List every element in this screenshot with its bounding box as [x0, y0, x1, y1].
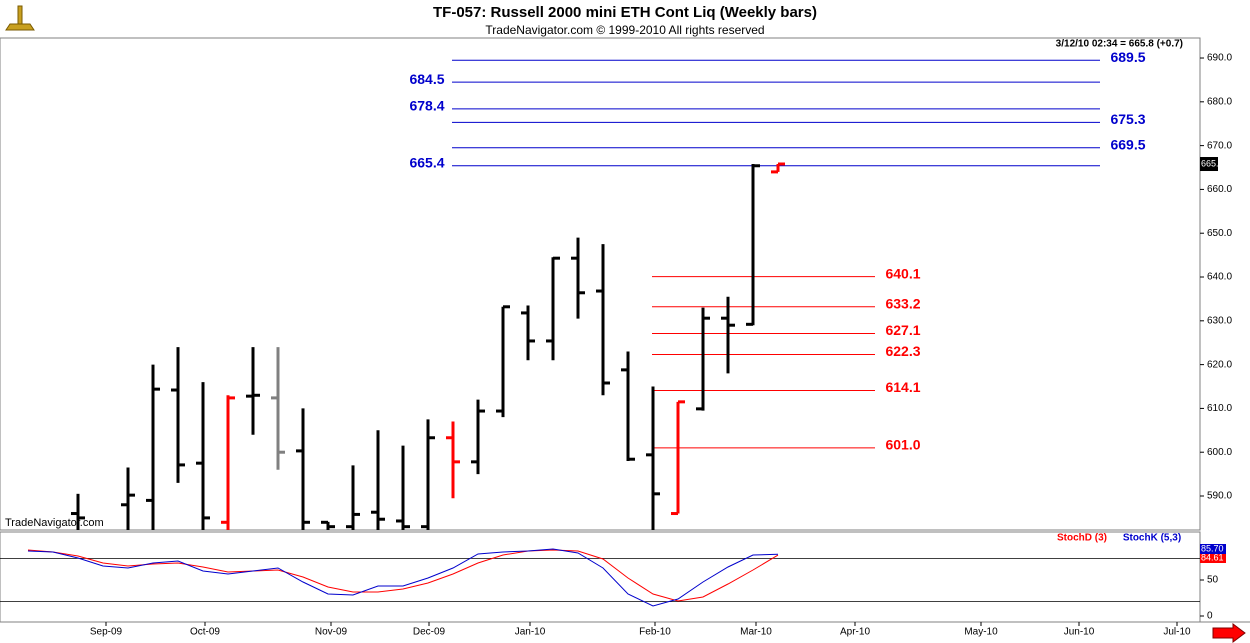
level-label: 627.1	[885, 322, 920, 338]
last-value-label: 84.61	[1201, 552, 1224, 562]
legend-entry: StochD (3)	[1057, 533, 1107, 544]
scroll-arrow[interactable]	[1212, 623, 1246, 643]
y-tick-label: 670.0	[1207, 140, 1232, 151]
y-tick-label: 640.0	[1207, 272, 1232, 283]
y-tick-label: 0	[1207, 611, 1213, 622]
level-label: 684.5	[409, 71, 444, 87]
x-tick-label: Sep-09	[90, 627, 123, 638]
x-tick-label: Feb-10	[639, 627, 671, 638]
y-tick-label: 630.0	[1207, 315, 1232, 326]
level-label: 675.3	[1110, 111, 1145, 127]
y-tick-label: 660.0	[1207, 184, 1232, 195]
chart-title: TF-057: Russell 2000 mini ETH Cont Liq (…	[433, 4, 817, 21]
y-tick-label: 50	[1207, 575, 1219, 586]
y-tick-label: 610.0	[1207, 403, 1232, 414]
y-tick-label: 590.0	[1207, 491, 1232, 502]
y-tick-label: 650.0	[1207, 228, 1232, 239]
x-tick-label: Apr-10	[840, 627, 870, 638]
last-value-box	[1200, 544, 1226, 554]
x-tick-label: Mar-10	[740, 627, 772, 638]
level-label: 640.1	[885, 265, 920, 281]
y-tick-label: 620.0	[1207, 359, 1232, 370]
y-tick-label: 690.0	[1207, 53, 1232, 64]
level-label: 669.5	[1110, 137, 1145, 153]
level-label: 678.4	[409, 98, 444, 114]
stoch-line	[27, 548, 779, 607]
x-tick-label: Nov-09	[315, 627, 348, 638]
stoch-line	[27, 549, 779, 602]
logo	[5, 5, 35, 31]
x-tick-label: May-10	[964, 627, 998, 638]
level-label: 601.0	[885, 437, 920, 453]
status-text: 3/12/10 02:34 = 665.8 (+0.7)	[1056, 39, 1183, 50]
x-tick-label: Dec-09	[413, 627, 446, 638]
last-price-box	[1200, 157, 1218, 172]
plot-area	[71, 59, 1100, 530]
level-label: 614.1	[885, 379, 920, 395]
last-price-label: 665.8	[1201, 158, 1224, 168]
x-tick-label: Jul-10	[1163, 627, 1191, 638]
legend-entry: StochK (5,3)	[1123, 533, 1181, 544]
y-tick-label: 600.0	[1207, 447, 1232, 458]
level-label: 689.5	[1110, 49, 1145, 65]
x-tick-label: Oct-09	[190, 627, 220, 638]
last-value-box	[1200, 553, 1226, 563]
y-tick-label: 680.0	[1207, 96, 1232, 107]
last-value-label: 85.70	[1201, 543, 1224, 553]
chart-subtitle: TradeNavigator.com © 1999-2010 All right…	[485, 23, 764, 37]
level-label: 665.4	[409, 154, 444, 170]
watermark: TradeNavigator.com	[5, 517, 104, 529]
x-tick-label: Jan-10	[515, 627, 546, 638]
level-label: 633.2	[885, 296, 920, 312]
main-plot-frame	[0, 37, 1201, 531]
level-label: 622.3	[885, 343, 920, 359]
x-tick-label: Jun-10	[1064, 627, 1095, 638]
